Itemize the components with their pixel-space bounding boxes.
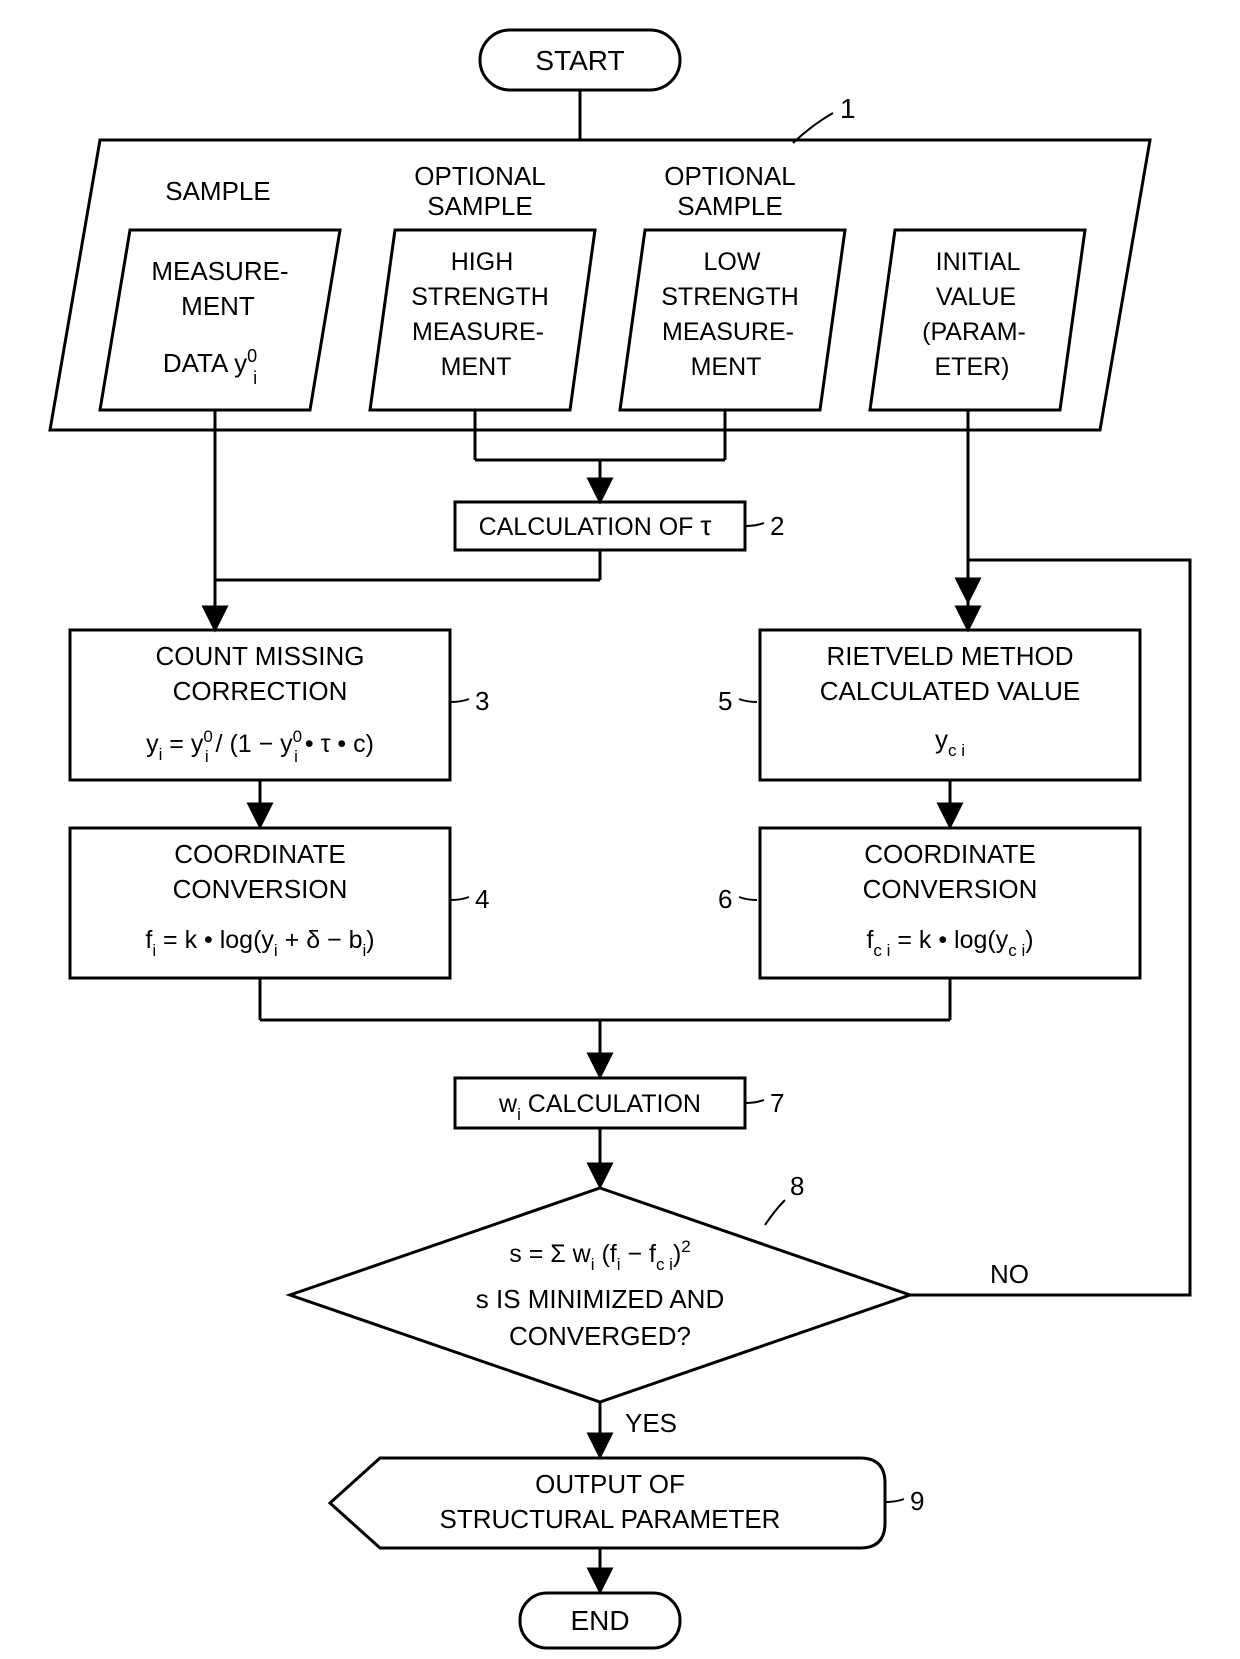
n5-eq: yc i: [935, 724, 965, 760]
ref-7: 7: [770, 1088, 784, 1118]
p2-l4: MENT: [441, 353, 512, 381]
input-p4: INITIAL VALUE (PARAM- ETER): [870, 230, 1085, 410]
node-6: COORDINATE CONVERSION fc i = k • log(yc …: [718, 828, 1140, 978]
start-node: START: [480, 30, 680, 90]
panel-h3-l2: SAMPLE: [677, 191, 783, 221]
end-node: END: [520, 1593, 680, 1648]
n7-label: wi CALCULATION: [498, 1090, 701, 1124]
n8-eq: s = Σ wi (fi − fc i)2: [509, 1237, 690, 1274]
n6-l1: COORDINATE: [864, 839, 1035, 869]
ref-2: 2: [770, 511, 784, 541]
n3-l1: COUNT MISSING: [156, 641, 365, 671]
n6-l2: CONVERSION: [863, 874, 1038, 904]
p4-l4: ETER): [935, 353, 1010, 381]
n6-eq: fc i = k • log(yc i): [866, 926, 1033, 960]
n4-l2: CONVERSION: [173, 874, 348, 904]
p4-l1: INITIAL: [936, 248, 1021, 276]
n5-l1: RIETVELD METHOD: [826, 641, 1073, 671]
p1-l3: DATA y0i: [163, 346, 257, 388]
p1-l2: MENT: [181, 291, 255, 321]
ref6-tick: [739, 897, 757, 900]
ref-9: 9: [910, 1486, 924, 1516]
input-p2: HIGH STRENGTH MEASURE- MENT: [370, 230, 595, 410]
panel-h1: SAMPLE: [165, 176, 271, 206]
p4-l3: (PARAM-: [922, 318, 1026, 346]
ref-6: 6: [718, 884, 732, 914]
node-9: OUTPUT OF STRUCTURAL PARAMETER 9: [330, 1458, 924, 1548]
ref-8: 8: [790, 1171, 804, 1201]
n8-l2: s IS MINIMIZED AND: [476, 1284, 724, 1314]
end-label: END: [570, 1605, 629, 1636]
p3-l3: MEASURE-: [662, 318, 794, 346]
panel-h2-l2: SAMPLE: [427, 191, 533, 221]
p2-l1: HIGH: [451, 248, 514, 276]
input-p3: LOW STRENGTH MEASURE- MENT: [620, 230, 845, 410]
panel-h3-l1: OPTIONAL: [664, 161, 795, 191]
p3-l2: STRENGTH: [661, 283, 799, 311]
node-8: s = Σ wi (fi − fc i)2 s IS MINIMIZED AND…: [290, 1171, 910, 1402]
ref9-tick: [886, 1499, 904, 1502]
n8-l3: CONVERGED?: [509, 1321, 691, 1351]
n4-l1: COORDINATE: [174, 839, 345, 869]
p1-l1: MEASURE-: [151, 256, 288, 286]
node-4: COORDINATE CONVERSION fi = k • log(yi + …: [70, 828, 489, 978]
ref-5: 5: [718, 686, 732, 716]
ref7-tick: [746, 1100, 764, 1103]
ref2-tick: [746, 523, 764, 526]
node-5: RIETVELD METHOD CALCULATED VALUE yc i 5: [718, 630, 1140, 780]
ref4-tick: [451, 897, 469, 900]
n4-eq: fi = k • log(yi + δ − bi): [145, 926, 374, 960]
ref-1: 1: [840, 93, 856, 124]
ref3-tick: [451, 699, 469, 702]
ref-3: 3: [475, 686, 489, 716]
ref-4: 4: [475, 884, 489, 914]
ref8-leader: [765, 1200, 785, 1225]
ref5-tick: [739, 699, 757, 702]
start-label: START: [535, 45, 624, 76]
p3-l4: MENT: [691, 353, 762, 381]
n5-l2: CALCULATED VALUE: [820, 676, 1081, 706]
node-7: wi CALCULATION 7: [455, 1078, 784, 1128]
p2-l2: STRENGTH: [411, 283, 549, 311]
n2-label: CALCULATION OF τ: [479, 510, 712, 541]
n3-eq: yi = y0i / (1 − y0i • τ • c): [146, 727, 374, 766]
n9-l2: STRUCTURAL PARAMETER: [440, 1504, 781, 1534]
input-p1: MEASURE- MENT DATA y0i: [100, 230, 340, 410]
panel-h2-l1: OPTIONAL: [414, 161, 545, 191]
p4-l2: VALUE: [936, 283, 1016, 311]
node-2: CALCULATION OF τ 2: [455, 502, 784, 550]
n9-l1: OUTPUT OF: [535, 1469, 685, 1499]
n3-l2: CORRECTION: [173, 676, 348, 706]
p2-l3: MEASURE-: [412, 318, 544, 346]
n8-no: NO: [990, 1259, 1029, 1289]
node-3: COUNT MISSING CORRECTION yi = y0i / (1 −…: [70, 630, 489, 780]
n8-yes: YES: [625, 1408, 677, 1438]
p3-l1: LOW: [704, 248, 761, 276]
